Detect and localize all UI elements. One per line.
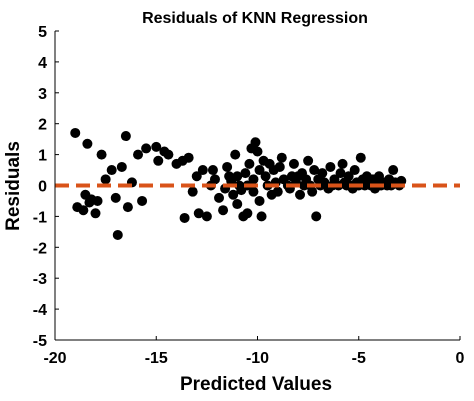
x-tick-label: -20 — [43, 350, 66, 367]
y-axis-label: Residuals — [3, 141, 24, 231]
data-point — [248, 186, 259, 197]
data-point — [141, 143, 152, 154]
data-point — [244, 158, 255, 169]
data-point — [110, 192, 121, 203]
y-tick-label: 4 — [38, 55, 47, 72]
data-point — [274, 161, 285, 172]
data-point — [70, 127, 81, 138]
data-point — [106, 165, 117, 176]
data-point — [256, 211, 267, 222]
data-point — [193, 208, 204, 219]
data-point — [201, 211, 212, 222]
data-points — [70, 127, 407, 240]
y-tick-label: -4 — [33, 302, 47, 319]
y-tick-label: 5 — [38, 24, 47, 41]
y-tick-label: 3 — [38, 86, 47, 103]
data-point — [207, 165, 218, 176]
data-point — [187, 186, 198, 197]
data-point — [222, 161, 233, 172]
data-point — [276, 152, 287, 163]
data-point — [250, 137, 261, 148]
data-point — [151, 141, 162, 152]
data-point — [317, 168, 328, 179]
data-point — [272, 186, 283, 197]
data-point — [252, 146, 263, 157]
data-point — [335, 168, 346, 179]
data-point — [137, 195, 148, 206]
data-point — [349, 165, 360, 176]
data-point — [355, 152, 366, 163]
data-point — [96, 149, 107, 160]
y-axis-ticks: -5 -4 -3 -2 -1 0 1 2 3 4 5 — [33, 24, 59, 350]
data-point — [232, 199, 243, 210]
data-point — [254, 195, 265, 206]
data-point — [90, 208, 101, 219]
data-point — [214, 192, 225, 203]
x-axis-ticks: -20 -15 -10 -5 0 — [43, 336, 465, 367]
data-point — [260, 171, 271, 182]
x-axis-label: Predicted Values — [180, 374, 332, 395]
y-tick-label: -5 — [33, 333, 47, 350]
data-point — [197, 165, 208, 176]
data-point — [218, 205, 229, 216]
data-point — [303, 155, 314, 166]
data-point — [153, 155, 164, 166]
data-point — [163, 149, 174, 160]
data-point — [337, 158, 348, 169]
data-point — [133, 149, 144, 160]
data-point — [116, 161, 127, 172]
y-tick-label: -1 — [33, 209, 47, 226]
data-point — [309, 165, 320, 176]
data-point — [232, 171, 243, 182]
y-tick-label: 2 — [38, 117, 47, 134]
data-point — [179, 212, 190, 223]
data-point — [288, 158, 299, 169]
data-point — [122, 202, 133, 213]
data-point — [307, 186, 318, 197]
x-tick-label: 0 — [456, 350, 465, 367]
data-point — [112, 229, 123, 240]
data-point — [343, 171, 354, 182]
data-point — [254, 165, 265, 176]
data-point — [100, 174, 111, 185]
data-point — [191, 171, 202, 182]
data-point — [92, 195, 103, 206]
data-point — [325, 161, 336, 172]
data-point — [388, 165, 399, 176]
x-tick-label: -10 — [246, 350, 269, 367]
data-point — [230, 149, 241, 160]
x-tick-label: -5 — [352, 350, 366, 367]
x-tick-label: -15 — [145, 350, 168, 367]
data-point — [228, 189, 239, 200]
data-point — [396, 175, 407, 186]
data-point — [82, 138, 93, 149]
data-point — [240, 168, 251, 179]
data-point — [120, 131, 131, 142]
chart-title: Residuals of KNN Regression — [142, 10, 368, 27]
y-tick-label: 0 — [38, 179, 47, 196]
y-tick-label: -3 — [33, 271, 47, 288]
y-tick-label: 1 — [38, 148, 47, 165]
data-point — [248, 174, 259, 185]
data-point — [295, 189, 306, 200]
data-point — [78, 205, 89, 216]
data-point — [183, 152, 194, 163]
data-point — [311, 211, 322, 222]
axes-lines — [54, 31, 460, 341]
y-tick-label: -2 — [33, 240, 47, 257]
data-point — [242, 208, 253, 219]
data-point — [209, 174, 220, 185]
